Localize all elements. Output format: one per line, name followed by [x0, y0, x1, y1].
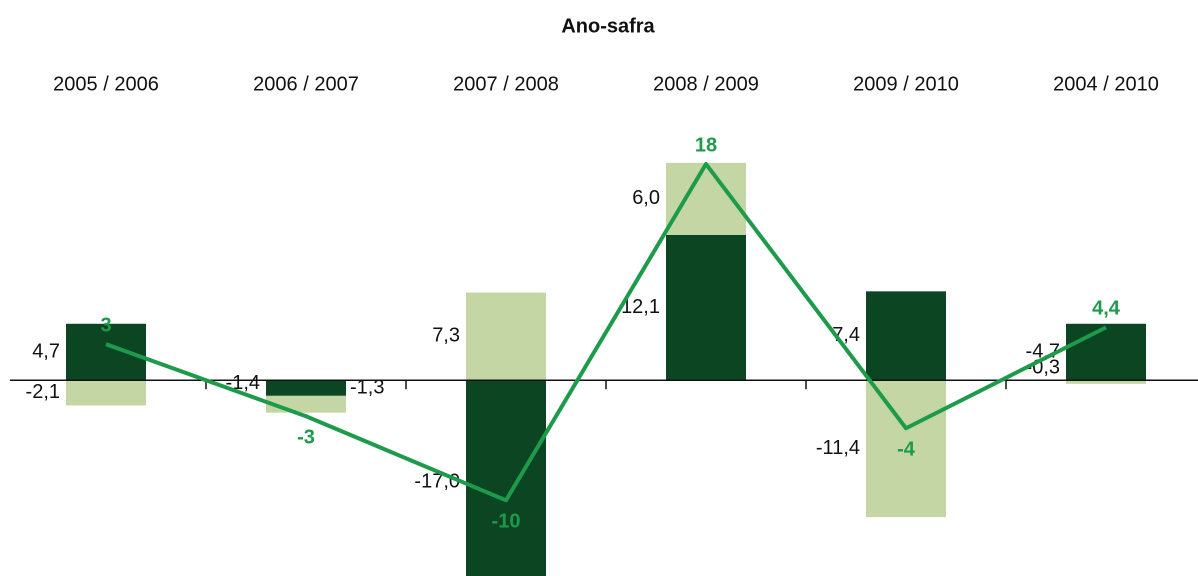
- bar-segment: [466, 292, 546, 381]
- bar-label: -2,1: [26, 381, 60, 403]
- chart-title: Ano-safra: [561, 15, 655, 37]
- category-label: 2008 / 2009: [653, 73, 759, 95]
- category-label: 2007 / 2008: [453, 73, 559, 95]
- bar-segment: [1066, 323, 1146, 381]
- bar-label: 6,0: [632, 187, 660, 209]
- total-line: [105, 162, 1107, 503]
- line-label: 4,4: [1092, 298, 1121, 320]
- line-label: 18: [695, 134, 717, 156]
- line-label: -10: [492, 511, 521, 533]
- category-label: 2006 / 2007: [253, 73, 359, 95]
- bar-segment: [866, 291, 946, 381]
- bar-segment: [666, 234, 746, 381]
- bar-label: 12,1: [621, 296, 660, 318]
- bar-label: -17,0: [414, 471, 460, 493]
- bar-segment: [266, 380, 346, 396]
- bar-label: 7,3: [432, 325, 460, 347]
- line-label: -3: [297, 427, 315, 449]
- line-label: -4: [897, 439, 916, 461]
- bar-label: 4,7: [32, 340, 60, 362]
- bar-segment: [866, 380, 946, 518]
- category-label: 2005 / 2006: [53, 73, 159, 95]
- bar-segment: [466, 380, 546, 576]
- bar-segment: [1066, 380, 1146, 384]
- bar-segment: [66, 380, 146, 406]
- category-label: 2009 / 2010: [853, 73, 959, 95]
- bar-label: -1,3: [350, 376, 384, 398]
- bar-label: -11,4: [816, 437, 860, 459]
- line-label: 3: [100, 314, 111, 336]
- category-label: 2004 / 2010: [1053, 73, 1159, 95]
